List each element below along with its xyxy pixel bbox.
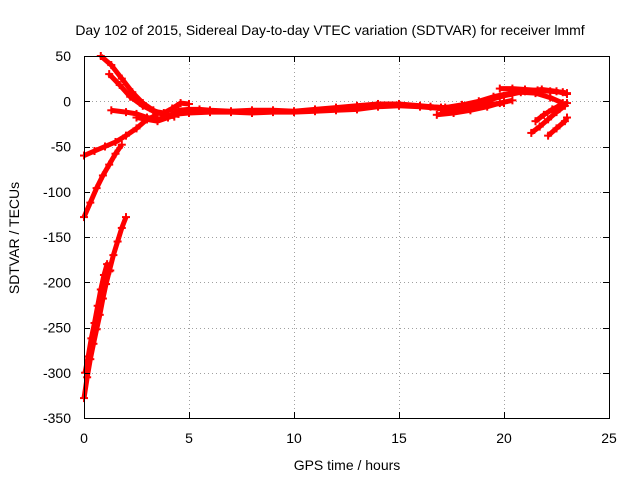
x-tick-label: 10 <box>286 430 302 446</box>
x-tick-label: 0 <box>80 430 88 446</box>
y-tick-label: -100 <box>43 184 71 200</box>
x-tick-label: 20 <box>496 430 512 446</box>
y-tick-label: -150 <box>43 229 71 245</box>
y-tick-label: -200 <box>43 274 71 290</box>
chart-title: Day 102 of 2015, Sidereal Day-to-day VTE… <box>75 22 584 38</box>
y-tick-label: -50 <box>51 139 71 155</box>
y-tick-label: -350 <box>43 410 71 426</box>
x-tick-label: 15 <box>391 430 407 446</box>
ticks: 0 5 10 15 20 25 50 0 -50 -100 -150 -200 -250 -300 -350 <box>43 48 617 446</box>
x-axis-label: GPS time / hours <box>294 457 401 473</box>
y-tick-label: -250 <box>43 320 71 336</box>
y-axis-label: SDTVAR / TECUs <box>6 182 22 294</box>
x-tick-label: 5 <box>185 430 193 446</box>
y-tick-label: 0 <box>63 93 71 109</box>
x-tick-label: 25 <box>601 430 617 446</box>
plot-frame <box>84 56 610 419</box>
series-arc-3 <box>81 216 129 399</box>
series-layer <box>80 52 571 403</box>
series-arc-15 <box>546 116 570 138</box>
y-tick-label: -300 <box>43 365 71 381</box>
y-tick-label: 50 <box>55 48 71 64</box>
